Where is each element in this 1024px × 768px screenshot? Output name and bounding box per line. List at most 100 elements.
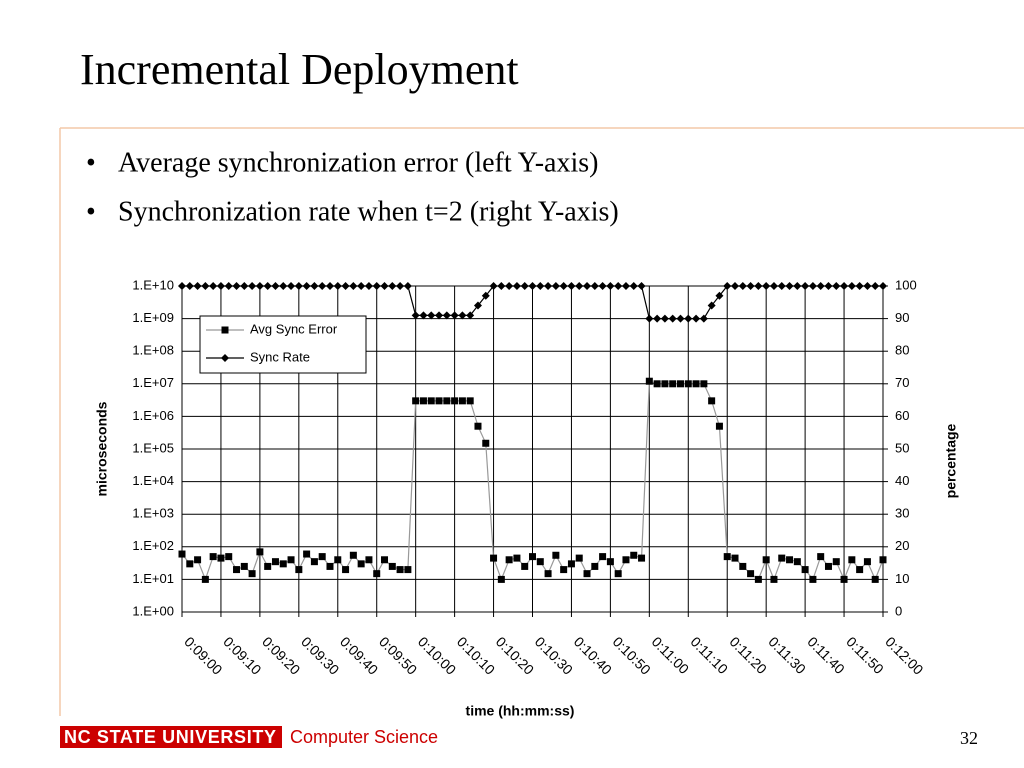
marker: [232, 282, 241, 290]
marker: [381, 556, 389, 564]
marker: [403, 282, 412, 290]
marker: [567, 560, 575, 568]
marker: [388, 282, 397, 290]
marker: [668, 314, 677, 323]
legend-box: [199, 315, 367, 374]
y-tick-label: 1.E+03: [132, 506, 174, 521]
marker: [302, 282, 311, 290]
marker: [342, 566, 350, 574]
marker: [762, 556, 770, 564]
marker: [194, 556, 202, 564]
marker: [621, 282, 630, 290]
marker: [590, 282, 599, 290]
y-tick-label: 1.E+02: [132, 538, 174, 553]
marker: [715, 422, 723, 430]
marker: [708, 397, 716, 405]
marker: [427, 397, 435, 405]
marker: [832, 282, 841, 290]
marker: [738, 282, 747, 290]
marker: [731, 554, 739, 562]
marker: [808, 282, 817, 290]
marker: [622, 556, 630, 564]
marker: [388, 562, 396, 570]
x-tick-label: 0:11:40: [804, 633, 848, 677]
marker: [521, 562, 529, 570]
marker: [699, 314, 708, 323]
marker: [769, 282, 778, 290]
marker: [193, 282, 202, 290]
x-tick-label: 0:11:20: [726, 633, 770, 677]
marker: [747, 570, 755, 578]
marker: [529, 553, 536, 561]
marker: [770, 575, 778, 583]
marker: [221, 326, 229, 334]
marker: [435, 397, 443, 405]
marker: [700, 380, 708, 388]
marker: [427, 311, 436, 320]
marker: [645, 314, 654, 323]
marker: [303, 550, 311, 558]
marker: [271, 558, 279, 566]
marker: [754, 282, 763, 290]
marker: [645, 377, 653, 385]
marker: [824, 282, 833, 290]
marker: [490, 554, 498, 562]
marker: [786, 556, 794, 564]
y-tick-label: 1.E+08: [132, 343, 174, 358]
marker: [871, 575, 879, 583]
marker: [310, 282, 319, 290]
x-tick-label: 0:09:10: [220, 633, 264, 677]
marker: [372, 282, 381, 290]
x-tick-label: 0:11:10: [688, 633, 732, 677]
x-tick-label: 0:10:00: [415, 633, 459, 677]
marker: [723, 553, 731, 561]
marker: [824, 562, 832, 570]
marker: [614, 570, 622, 578]
marker: [653, 380, 661, 388]
marker: [505, 556, 513, 564]
marker: [692, 314, 701, 323]
marker: [411, 311, 420, 320]
marker: [879, 556, 887, 564]
marker: [325, 282, 334, 290]
marker: [606, 282, 615, 290]
marker: [373, 570, 381, 578]
marker: [661, 380, 669, 388]
marker: [684, 314, 693, 323]
marker: [676, 380, 684, 388]
marker: [481, 291, 490, 300]
marker: [505, 282, 514, 290]
marker: [334, 556, 342, 564]
marker: [863, 558, 871, 566]
x-tick-label: 0:10:20: [493, 633, 537, 677]
marker: [209, 282, 218, 290]
marker: [692, 380, 700, 388]
marker: [482, 439, 490, 447]
marker: [248, 282, 257, 290]
marker: [396, 566, 404, 574]
marker: [294, 282, 303, 290]
marker: [669, 380, 677, 388]
marker: [739, 562, 747, 570]
marker: [412, 397, 420, 405]
y2-tick-label: 20: [895, 538, 909, 553]
marker: [333, 282, 342, 290]
marker: [216, 282, 225, 290]
marker: [638, 554, 646, 562]
marker: [809, 575, 817, 583]
marker: [637, 282, 646, 290]
marker: [847, 282, 856, 290]
marker: [489, 282, 498, 290]
legend-label: Avg Sync Error: [250, 321, 338, 336]
y2-tick-label: 40: [895, 473, 909, 488]
marker: [466, 311, 475, 320]
marker: [248, 570, 256, 578]
marker: [552, 551, 560, 559]
marker: [583, 570, 591, 578]
marker: [442, 311, 451, 320]
marker: [676, 314, 685, 323]
marker: [201, 282, 210, 290]
x-tick-label: 0:09:40: [337, 633, 381, 677]
y-tick-label: 1.E+10: [132, 277, 174, 292]
